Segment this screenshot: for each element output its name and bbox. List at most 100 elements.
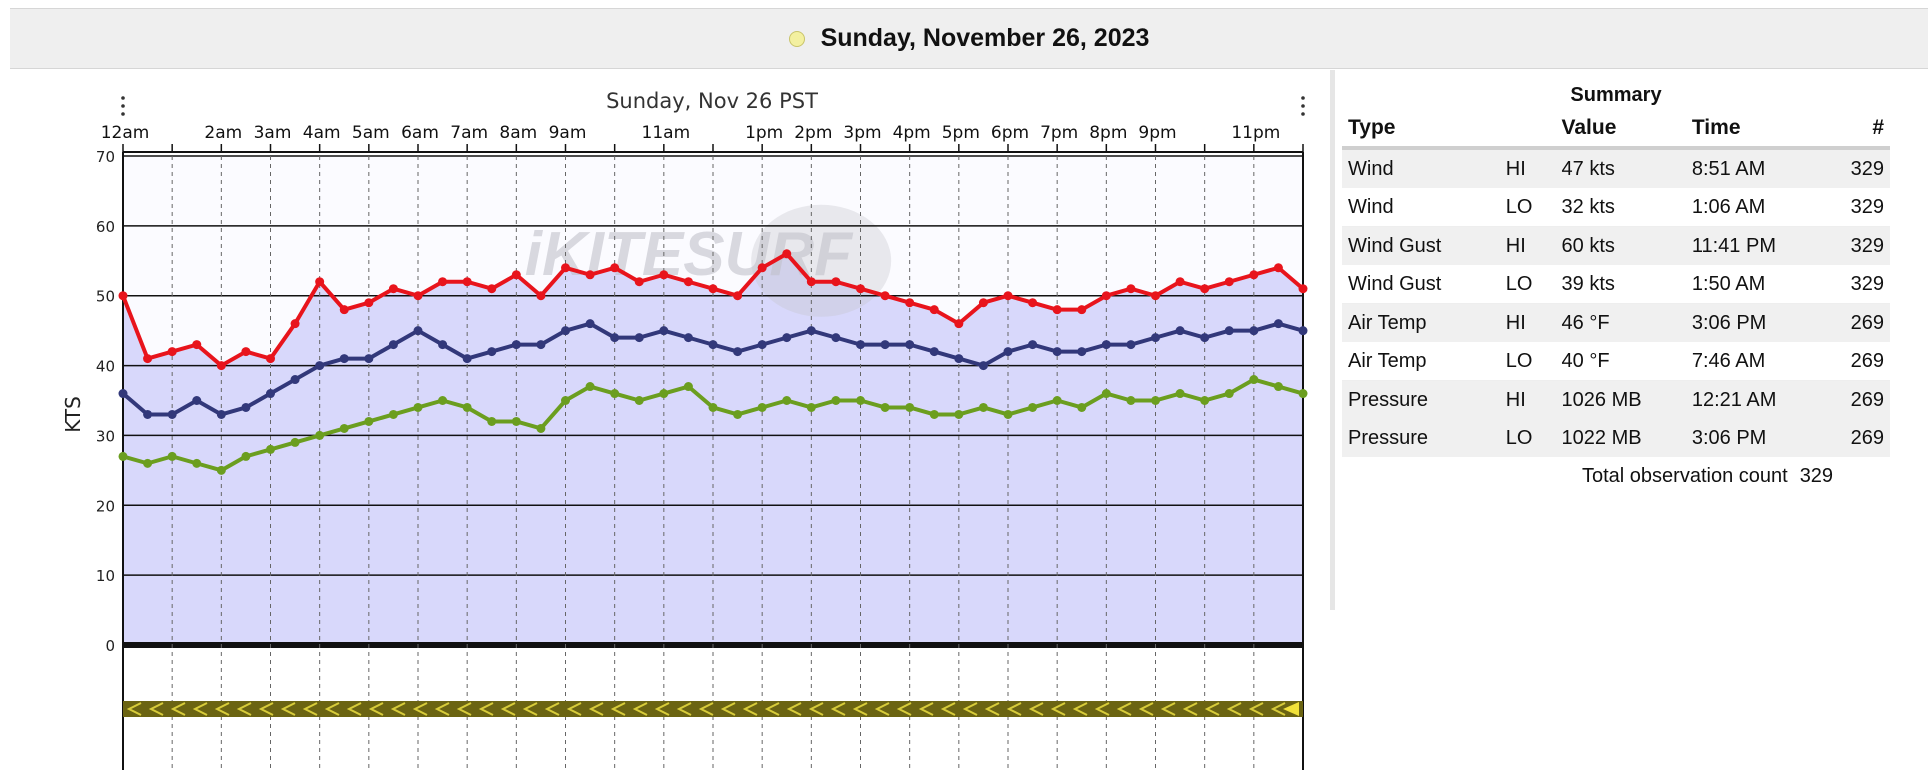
series-point-0 — [561, 263, 570, 273]
chart-title: Sunday, Nov 26 PST — [606, 89, 818, 113]
y-tick-label: 40 — [96, 358, 115, 376]
x-tick-label: 11am — [642, 123, 691, 143]
direction-arrow — [478, 702, 494, 716]
direction-arrow — [874, 702, 890, 716]
row-type: Wind — [1342, 148, 1500, 188]
direction-arrow — [720, 702, 736, 716]
series-point-2 — [487, 416, 497, 426]
col-header-time: Time — [1685, 110, 1821, 150]
series-point-2 — [413, 402, 423, 412]
row-count: 269 — [1820, 303, 1890, 342]
series-point-2 — [1101, 389, 1111, 399]
y-tick-label: 10 — [96, 567, 115, 585]
row-type: Wind Gust — [1342, 265, 1500, 304]
series-point-2 — [118, 451, 128, 461]
series-point-0 — [634, 277, 644, 287]
direction-arrow — [830, 702, 846, 716]
direction-arrow — [698, 702, 714, 716]
series-point-0 — [856, 284, 865, 294]
x-tick-label: 11pm — [1231, 123, 1280, 143]
y-tick-label: 50 — [96, 288, 115, 306]
sun-icon — [788, 30, 805, 47]
series-point-0 — [1175, 277, 1185, 287]
series-point-1 — [757, 340, 767, 350]
series-point-2 — [757, 402, 767, 412]
direction-arrow — [962, 702, 978, 716]
series-point-1 — [364, 354, 374, 364]
direction-arrow — [808, 702, 824, 716]
y-tick-label: 20 — [96, 497, 115, 515]
series-point-1 — [561, 326, 570, 336]
series-point-2 — [1224, 389, 1234, 399]
series-point-0 — [315, 277, 325, 287]
direction-arrow — [148, 702, 164, 716]
row-type: Pressure — [1342, 380, 1500, 419]
x-tick-label: 9am — [549, 123, 587, 143]
series-point-0 — [806, 277, 816, 287]
series-point-1 — [388, 340, 398, 350]
col-header-count: # — [1820, 110, 1890, 150]
series-point-2 — [143, 458, 153, 468]
direction-arrow — [412, 702, 428, 716]
total-label: Total observation count — [1582, 465, 1788, 487]
row-type: Air Temp — [1342, 303, 1500, 342]
col-header-type: Type — [1342, 110, 1500, 150]
series-point-1 — [1249, 326, 1259, 336]
row-value: 46 °F — [1555, 303, 1686, 342]
direction-arrow — [302, 702, 318, 716]
axis-marker-dot — [121, 112, 125, 116]
row-hilo: LO — [1499, 188, 1556, 227]
summary-title: Summary — [1570, 84, 1662, 106]
series-point-0 — [978, 298, 988, 308]
series-point-2 — [1249, 375, 1259, 385]
series-point-1 — [118, 389, 128, 399]
direction-arrow — [1072, 702, 1088, 716]
x-tick-label: 3pm — [843, 123, 881, 143]
series-point-1 — [1077, 347, 1087, 357]
summary-row: Wind Gust HI 60 kts 11:41 PM 329 — [1342, 226, 1890, 265]
series-point-0 — [929, 305, 939, 315]
direction-arrow — [1160, 702, 1176, 716]
x-tick-label: 6pm — [991, 123, 1029, 143]
series-point-0 — [364, 298, 374, 308]
series-point-0 — [118, 291, 128, 301]
series-point-1 — [290, 375, 300, 385]
summary-row: Air Temp HI 46 °F 3:06 PM 269 — [1342, 303, 1890, 342]
series-point-1 — [954, 354, 964, 364]
y-tick-label: 0 — [105, 637, 115, 655]
row-value: 60 kts — [1555, 226, 1686, 265]
series-point-2 — [438, 396, 448, 405]
series-point-0 — [339, 305, 349, 315]
wind-chart: iKITESURF 0 10 20 30 40 50 60 70 12am 2am 3am 4am 5am… — [0, 70, 1330, 770]
direction-arrow — [236, 702, 252, 716]
direction-arrow — [544, 702, 560, 716]
row-hilo: LO — [1499, 342, 1556, 381]
direction-arrow — [1248, 702, 1264, 716]
direction-arrow — [742, 702, 758, 716]
series-point-2 — [954, 409, 964, 419]
x-tick-label: 7am — [450, 123, 488, 143]
direction-arrow — [1182, 702, 1198, 716]
series-point-1 — [856, 340, 865, 350]
series-point-2 — [929, 409, 939, 419]
x-tick-label: 2pm — [794, 123, 832, 143]
x-tick-label: 6am — [401, 123, 439, 143]
series-point-1 — [733, 347, 743, 357]
series-point-1 — [1101, 340, 1111, 350]
y-tick-label: 70 — [96, 148, 115, 166]
direction-arrow — [984, 702, 1000, 716]
total-observations: Total observation count 329 — [1342, 457, 1890, 495]
series-point-0 — [757, 263, 767, 273]
series-point-1 — [1126, 340, 1136, 350]
series-point-2 — [1052, 396, 1062, 405]
series-point-1 — [831, 333, 841, 343]
date-title: Sunday, November 26, 2023 — [820, 24, 1150, 52]
series-point-1 — [585, 319, 595, 329]
series-point-2 — [1126, 396, 1136, 405]
direction-arrow — [434, 702, 450, 716]
series-point-1 — [1273, 319, 1283, 329]
series-point-0 — [733, 291, 743, 301]
series-point-2 — [192, 458, 202, 468]
col-header-value: Value — [1555, 110, 1686, 150]
x-tick-label: 4am — [303, 123, 341, 143]
